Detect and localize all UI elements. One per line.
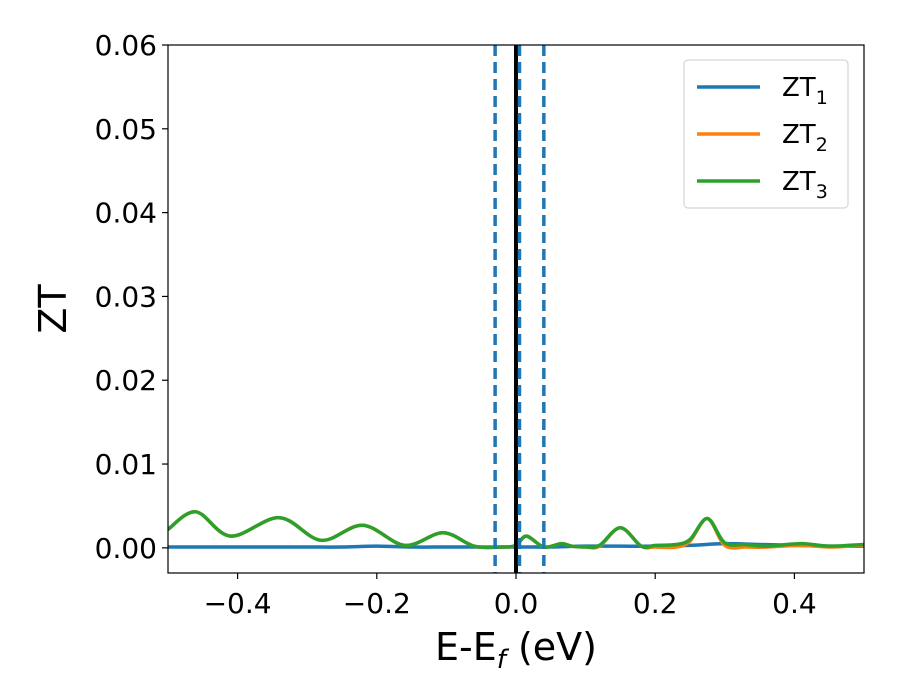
y-tick-label: 0.01 <box>95 448 157 481</box>
y-tick-label: 0.05 <box>95 113 157 146</box>
x-tick-label: −0.2 <box>343 587 411 620</box>
legend: ZT1 ZT2 ZT3 <box>683 59 849 209</box>
legend-label-zt2: ZT2 <box>782 120 828 156</box>
y-axis-ticks: 0.00 0.01 0.02 0.03 0.04 0.05 0.06 <box>95 29 168 565</box>
legend-label-zt1: ZT1 <box>782 73 828 109</box>
y-tick-label: 0.04 <box>95 197 157 230</box>
y-axis-label: ZT <box>31 284 75 334</box>
series-line-zt3 <box>168 510 864 550</box>
y-tick-label: 0.02 <box>95 364 157 397</box>
x-tick-label: −0.4 <box>204 587 272 620</box>
x-tick-label: 0.2 <box>633 587 678 620</box>
legend-box <box>683 59 849 209</box>
y-tick-label: 0.00 <box>95 532 157 565</box>
x-tick-label: 0.0 <box>494 587 539 620</box>
x-axis-ticks: −0.4 −0.2 0.0 0.2 0.4 <box>204 573 817 620</box>
x-axis-label: E-Ef (eV) <box>435 625 597 675</box>
reference-lines <box>493 45 546 573</box>
y-tick-label: 0.03 <box>95 280 157 313</box>
y-tick-label: 0.06 <box>95 29 157 62</box>
legend-label-zt3: ZT3 <box>782 167 828 203</box>
x-tick-label: 0.4 <box>772 587 817 620</box>
